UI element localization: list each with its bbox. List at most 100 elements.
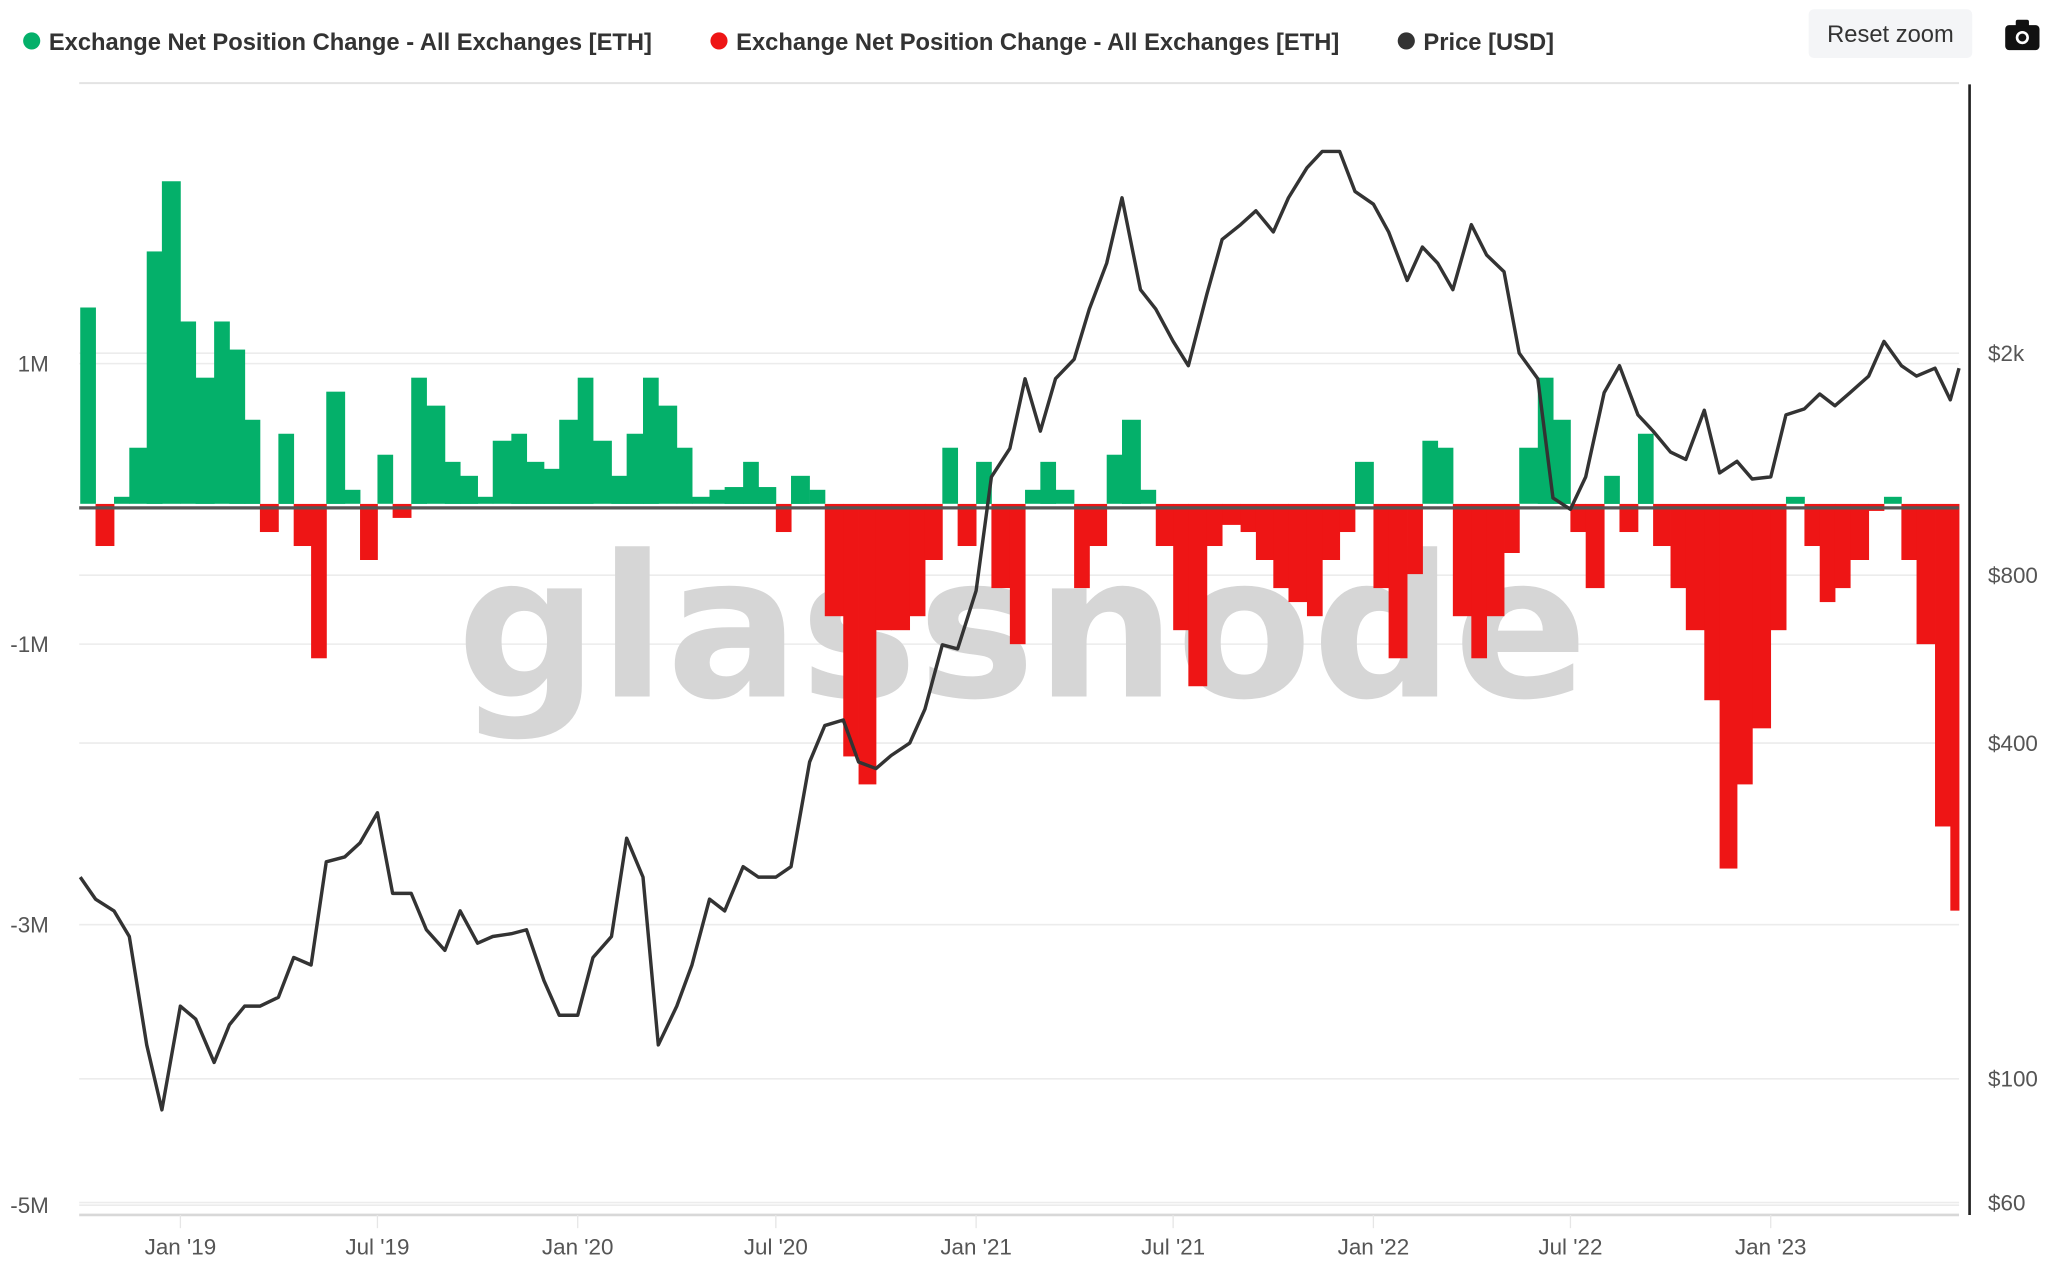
net-inflow-bar	[1106, 454, 1123, 504]
net-outflow-bar	[1471, 503, 1488, 659]
net-inflow-bar	[724, 487, 744, 504]
net-outflow-bar	[1089, 503, 1108, 547]
net-inflow-bar	[511, 433, 528, 504]
left-y-axis: 1M -1M -3M -5M	[10, 352, 49, 1219]
net-inflow-bar	[942, 447, 959, 504]
net-inflow-bar	[80, 307, 96, 504]
net-outflow-bar	[891, 503, 911, 631]
y-right-tick-label: $2k	[1988, 341, 2025, 366]
net-outflow-bar	[1273, 503, 1290, 589]
net-outflow-bar	[1452, 503, 1472, 617]
legend-marker-dark	[1397, 32, 1415, 50]
net-outflow-bar	[843, 503, 859, 757]
net-inflow-bar	[1040, 461, 1057, 504]
net-inflow-bar	[1883, 496, 1902, 504]
right-y-axis: $2k $800 $400 $100 $60	[1988, 341, 2038, 1215]
net-inflow-bar	[426, 405, 446, 504]
net-outflow-bar	[1935, 503, 1951, 827]
x-tick-label: Jan '19	[145, 1235, 217, 1260]
x-axis: Jan '19 Jul '19 Jan '20 Jul '20 Jan '21 Jul '…	[145, 1214, 1807, 1260]
net-outflow-bar	[1916, 503, 1936, 645]
legend-item-net-change-negative[interactable]: Exchange Net Position Change - All Excha…	[710, 30, 1339, 56]
net-outflow-bar	[924, 503, 943, 560]
net-inflow-bar	[758, 487, 777, 504]
net-inflow-bar	[626, 433, 644, 504]
net-inflow-bar	[809, 489, 826, 504]
net-outflow-bar	[1901, 503, 1918, 560]
net-outflow-bar	[1704, 503, 1720, 701]
legend-item-net-change-positive[interactable]: Exchange Net Position Change - All Excha…	[23, 30, 652, 56]
y-right-tick-label: $100	[1988, 1067, 2038, 1092]
net-outflow-bar	[1009, 503, 1026, 645]
net-outflow-bar	[1322, 503, 1341, 560]
net-outflow-bar	[1255, 503, 1274, 560]
net-inflow-bar	[114, 496, 130, 504]
net-inflow-bar	[492, 440, 512, 504]
net-outflow-bar	[1074, 503, 1090, 589]
net-outflow-bar	[293, 503, 312, 547]
net-outflow-bar	[1339, 503, 1356, 533]
gridlines	[79, 82, 1960, 1206]
net-outflow-bar	[875, 503, 892, 631]
net-inflow-bar	[691, 496, 710, 504]
net-outflow-bar	[1719, 503, 1738, 869]
y-left-tick-label: -1M	[10, 632, 49, 657]
x-tick-label: Jan '22	[1338, 1235, 1410, 1260]
net-inflow-bar	[526, 461, 545, 504]
reset-zoom-label: Reset zoom	[1827, 22, 1954, 48]
y-right-tick-label: $800	[1988, 563, 2038, 588]
x-tick-label: Jul '22	[1538, 1235, 1602, 1260]
net-inflow-bar	[344, 489, 361, 504]
net-outflow-bar	[392, 503, 412, 518]
net-inflow-bar	[129, 447, 148, 504]
net-inflow-bar	[709, 489, 726, 504]
net-outflow-bar	[311, 503, 327, 659]
net-inflow-bar	[1140, 489, 1157, 504]
net-inflow-bar	[146, 251, 163, 504]
y-left-tick-label: 1M	[18, 352, 49, 377]
net-outflow-bar	[95, 503, 115, 547]
net-inflow-bar	[791, 475, 810, 504]
net-outflow-bar	[957, 503, 977, 547]
reset-zoom-button[interactable]: Reset zoom	[1808, 9, 1973, 59]
net-outflow-bar	[1155, 503, 1174, 547]
legend-item-price[interactable]: Price [USD]	[1397, 30, 1554, 56]
net-outflow-bar	[1737, 503, 1753, 785]
net-outflow-bar	[360, 503, 378, 560]
camera-icon[interactable]	[2005, 19, 2040, 51]
net-outflow-bar	[824, 503, 844, 617]
net-outflow-bar	[1306, 503, 1323, 617]
net-outflow-bar	[1834, 503, 1851, 589]
net-inflow-bar	[1637, 433, 1654, 504]
x-tick-label: Jan '20	[542, 1235, 614, 1260]
x-tick-label: Jul '20	[744, 1235, 808, 1260]
x-tick-label: Jan '23	[1735, 1235, 1807, 1260]
net-outflow-bar	[1685, 503, 1705, 631]
net-outflow-bar	[909, 503, 926, 617]
net-outflow-bar	[1373, 503, 1390, 589]
net-outflow-bar	[1486, 503, 1505, 617]
net-outflow-bar	[1188, 503, 1208, 687]
net-inflow-bar	[180, 321, 197, 504]
x-tick-label: Jul '21	[1141, 1235, 1205, 1260]
y-right-tick-label: $400	[1988, 731, 2038, 756]
net-inflow-bar	[1354, 461, 1374, 504]
net-inflow-bar	[543, 468, 560, 504]
net-outflow-bar	[1670, 503, 1687, 589]
net-inflow-bar	[658, 405, 678, 504]
net-outflow-bar	[1570, 503, 1587, 533]
net-inflow-bar	[1122, 419, 1141, 504]
net-outflow-bar	[1388, 503, 1408, 659]
legend-marker-red	[710, 32, 728, 50]
net-outflow-bar	[1950, 503, 1960, 911]
net-outflow-bar	[1653, 503, 1671, 547]
net-inflow-bar	[195, 377, 215, 504]
net-inflow-bar	[326, 391, 346, 504]
legend-label: Price [USD]	[1423, 30, 1554, 56]
net-inflow-bar	[411, 377, 427, 504]
net-inflow-bar	[161, 181, 181, 504]
net-outflow-bar	[1752, 503, 1772, 729]
y-right-tick-label: $60	[1988, 1190, 2025, 1215]
net-inflow-bar	[676, 447, 693, 504]
